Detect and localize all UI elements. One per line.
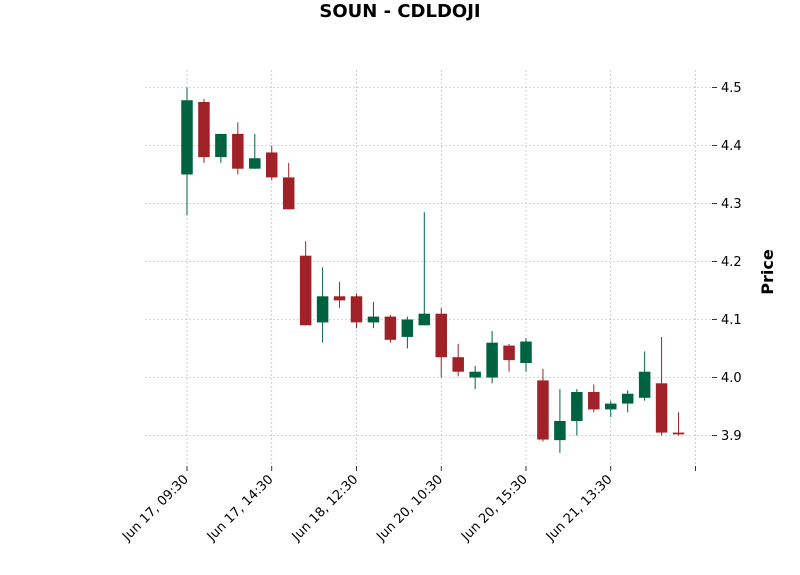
candle-body-up: [249, 158, 261, 169]
y-tick-label: 4.5: [721, 81, 742, 96]
candle-body-down: [232, 133, 244, 169]
candle-body-down: [350, 296, 363, 323]
candle-body-up: [316, 296, 329, 323]
y-tick-label: 3.9: [721, 429, 742, 444]
candle-body-down: [333, 296, 346, 301]
candle-body-up: [554, 421, 566, 441]
x-tick-label: Jun 20, 10:30: [373, 472, 446, 545]
x-axis: Jun 17, 09:30 Jun 17, 14:30 Jun 18, 12:30 J…: [119, 466, 696, 545]
candle-body-up: [181, 100, 193, 175]
candle-body-down: [282, 177, 295, 210]
candle-body-up: [520, 341, 532, 363]
y-tick-label: 4.0: [721, 371, 742, 386]
candle-body-up: [469, 371, 481, 378]
x-tick-label: Jun 20, 15:30: [458, 472, 531, 545]
candle-body-down: [435, 313, 447, 358]
candle-body-down: [672, 432, 685, 435]
candle-body-up: [215, 133, 227, 158]
candle-body-down: [655, 383, 668, 433]
y-axis-label: Price: [758, 249, 777, 295]
candle-body-down: [266, 152, 278, 178]
candle-body-up: [621, 393, 634, 404]
y-tick-label: 4.3: [721, 197, 742, 212]
candle-body-up: [486, 342, 498, 378]
y-tick-label: 4.2: [721, 255, 742, 270]
y-axis: 3.9 4.0 4.1 4.2 4.3 4.4 4.5: [712, 81, 742, 444]
candle-body-up: [401, 319, 414, 337]
candle-body-down: [299, 255, 312, 326]
candle-body-up: [418, 313, 431, 326]
chart-title: SOUN - CDLDOJI: [319, 1, 480, 22]
candle-body-down: [588, 392, 600, 410]
candle-body-up: [367, 316, 380, 323]
candle-body-up: [638, 371, 651, 398]
grid-layer: [145, 70, 712, 466]
y-tick-label: 4.1: [721, 313, 742, 328]
candle-body-down: [537, 380, 549, 440]
y-tick-label: 4.4: [721, 139, 742, 154]
x-tick-label: Jun 18, 12:30: [289, 472, 362, 545]
candle-body-up: [571, 392, 583, 421]
x-tick-label: Jun 17, 09:30: [119, 472, 192, 545]
candle-layer: [181, 87, 685, 453]
candle-body-down: [452, 357, 464, 372]
x-tick-label: Jun 17, 14:30: [204, 472, 277, 545]
candle-body-down: [198, 102, 210, 158]
candle-body-up: [605, 403, 617, 410]
x-tick-label: Jun 21, 13:30: [543, 472, 616, 545]
candle-body-down: [384, 316, 397, 340]
candle-body-down: [503, 345, 515, 361]
